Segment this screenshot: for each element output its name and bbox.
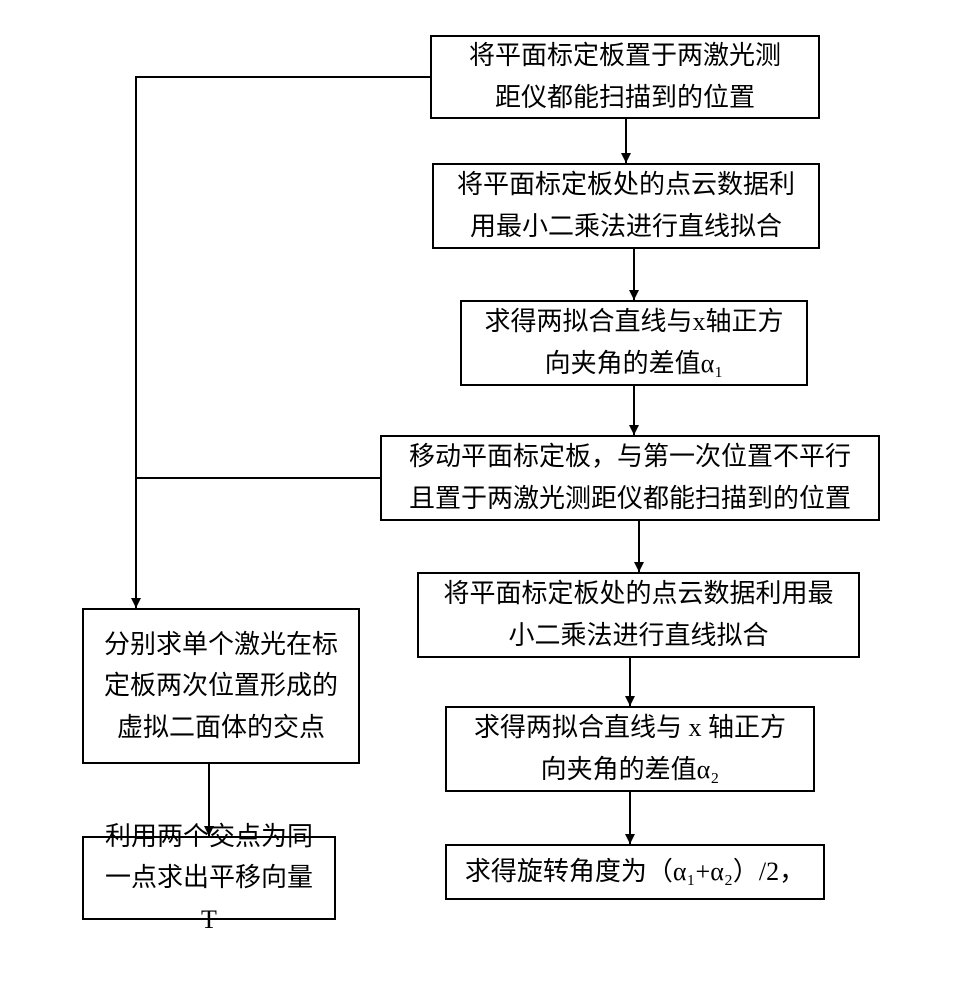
flowchart-node-label: 分别求单个激光在标定板两次位置形成的虚拟二面体的交点	[104, 624, 338, 749]
flowchart-node-n3: 求得两拟合直线与x轴正方向夹角的差值α₁	[460, 300, 808, 386]
flowchart-node-label: 利用两个交点为同一点求出平移向量 T	[96, 816, 322, 941]
flowchart-node-n2: 将平面标定板处的点云数据利用最小二乘法进行直线拟合	[432, 163, 820, 249]
flowchart-node-label: 将平面标定板置于两激光测距仪都能扫描到的位置	[469, 35, 781, 118]
flowchart-node-label: 移动平面标定板，与第一次位置不平行且置于两激光测距仪都能扫描到的位置	[409, 436, 851, 519]
flowchart-node-n1: 将平面标定板置于两激光测距仪都能扫描到的位置	[430, 35, 820, 119]
flowchart-node-label: 求得旋转角度为（α₁+α₂）/2，	[465, 851, 805, 893]
flowchart-edge	[124, 466, 392, 620]
flowchart-node-label: 求得两拟合直线与x轴正方向夹角的差值α₁	[484, 301, 783, 384]
flowchart-node-n7: 求得旋转角度为（α₁+α₂）/2，	[445, 844, 825, 900]
flowchart-edge	[124, 65, 442, 620]
flowchart-node-n9: 利用两个交点为同一点求出平移向量 T	[82, 836, 336, 920]
flowchart-node-n5: 将平面标定板处的点云数据利用最小二乘法进行直线拟合	[417, 572, 860, 658]
flowchart-node-label: 求得两拟合直线与 x 轴正方向夹角的差值α₂	[474, 707, 786, 790]
flowchart-node-n4: 移动平面标定板，与第一次位置不平行且置于两激光测距仪都能扫描到的位置	[380, 435, 880, 521]
flowchart-node-n6: 求得两拟合直线与 x 轴正方向夹角的差值α₂	[445, 706, 815, 792]
flowchart-node-label: 将平面标定板处的点云数据利用最小二乘法进行直线拟合	[457, 164, 795, 247]
flowchart-node-n8: 分别求单个激光在标定板两次位置形成的虚拟二面体的交点	[82, 608, 360, 764]
flowchart-node-label: 将平面标定板处的点云数据利用最小二乘法进行直线拟合	[443, 573, 833, 656]
